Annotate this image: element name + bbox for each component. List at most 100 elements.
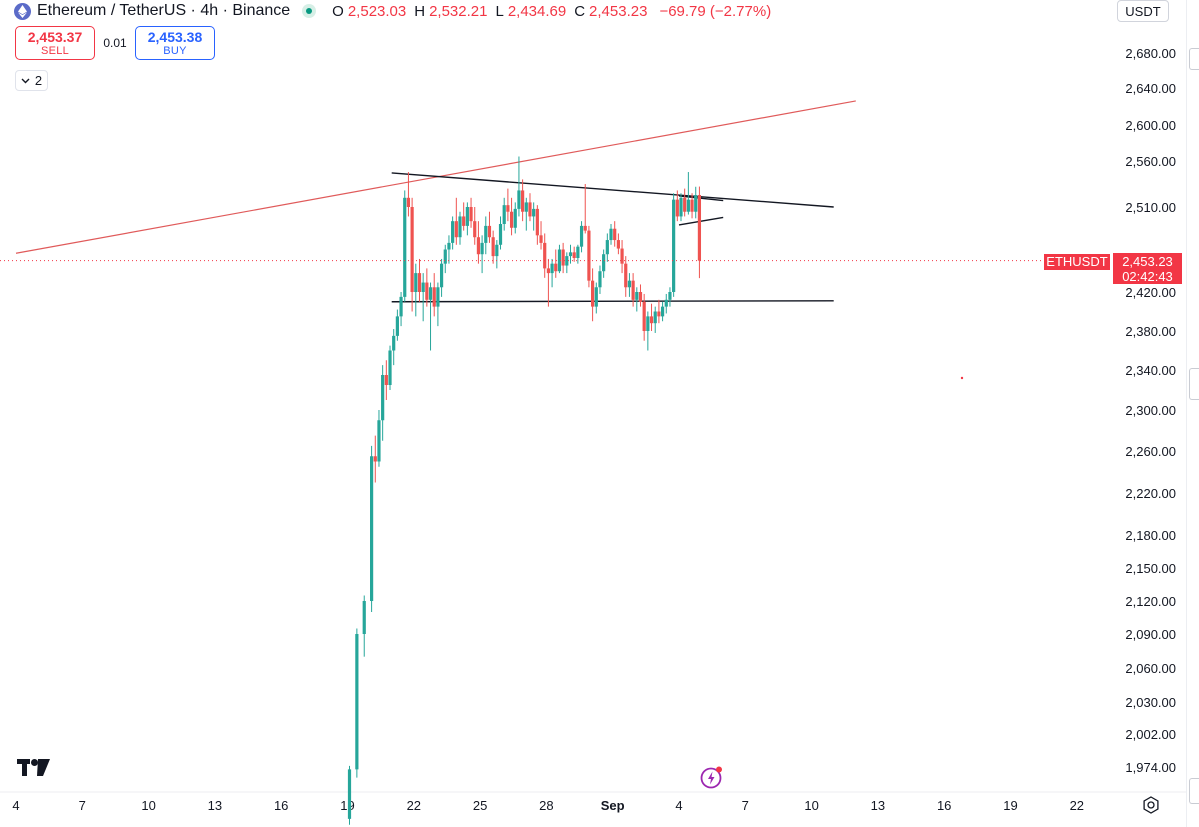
candle-body[interactable] [480,242,484,255]
candle-body[interactable] [598,271,602,288]
candle-body[interactable] [609,228,613,241]
candle-body[interactable] [414,273,418,292]
candle-body[interactable] [447,242,451,250]
rising-trendline-line[interactable] [15,100,856,254]
candle-body[interactable] [672,199,676,292]
candle-body[interactable] [513,208,517,228]
candle-body[interactable] [550,263,554,274]
candle-body[interactable] [502,205,506,224]
candle-body[interactable] [506,205,510,212]
flag-upper-line[interactable] [678,195,724,202]
candle-body[interactable] [462,216,466,226]
right-toolbar-button-top[interactable] [1189,48,1199,70]
candle-body[interactable] [572,252,576,258]
candle-body[interactable] [517,190,521,209]
price-axis[interactable]: 2,680.00 2,640.00 2,600.00 2,560.00 2,510.00… [1125,46,1176,775]
symbol-title[interactable]: Ethereum / TetherUS · 4h · Binance [37,2,291,19]
candle-body[interactable] [683,197,687,212]
candle-body[interactable] [591,280,595,307]
candle-body[interactable] [370,456,374,601]
candlestick-series[interactable] [347,156,702,825]
candle-body[interactable] [631,280,635,300]
candle-body[interactable] [347,769,352,819]
candle-body[interactable] [428,287,433,300]
candle-body[interactable] [554,263,558,272]
indicators-toggle[interactable]: 2 [15,70,48,91]
candle-body[interactable] [638,292,643,302]
candle-body[interactable] [579,225,584,247]
candle-body[interactable] [417,273,422,292]
candle-body[interactable] [587,230,591,281]
candle-body[interactable] [484,225,488,243]
candle-body[interactable] [616,240,620,249]
candle-body[interactable] [532,208,536,217]
candle-body[interactable] [642,301,646,331]
chart-drawings[interactable] [15,100,856,303]
candle-body[interactable] [690,199,694,212]
candle-body[interactable] [594,287,598,307]
candle-body[interactable] [528,202,532,217]
candle-body[interactable] [425,282,429,300]
lightning-icon[interactable] [700,765,724,794]
candle-body[interactable] [627,280,632,288]
candle-body[interactable] [355,634,359,770]
candle-body[interactable] [613,228,617,241]
candle-body[interactable] [498,224,503,245]
candle-body[interactable] [373,456,377,462]
candle-body[interactable] [410,207,414,292]
candle-body[interactable] [436,287,440,307]
candle-body[interactable] [686,199,690,212]
candle-body[interactable] [443,249,447,264]
candle-body[interactable] [535,208,539,236]
candle-body[interactable] [392,335,396,351]
candle-body[interactable] [458,216,462,238]
candle-body[interactable] [421,282,425,292]
candle-body[interactable] [668,292,672,300]
candle-body[interactable] [473,221,477,238]
market-status-icon[interactable] [302,4,317,18]
candle-body[interactable] [561,249,565,266]
candle-body[interactable] [583,225,587,231]
candle-body[interactable] [694,195,698,212]
candle-body[interactable] [646,316,650,331]
candle-body[interactable] [653,311,657,324]
time-axis[interactable]: 4 7 10 13 16 19 22 25 28 Sep 4 7 10 13 16 19 22 [0,791,1186,813]
candle-body[interactable] [679,197,683,217]
flag-lower-line[interactable] [678,216,724,226]
candle-body[interactable] [624,263,628,288]
candle-body[interactable] [465,207,469,226]
candle-body[interactable] [557,249,562,272]
candle-body[interactable] [399,296,403,317]
support-line[interactable] [391,300,834,303]
right-toolbar-button-middle[interactable] [1189,368,1199,400]
candle-body[interactable] [454,221,458,238]
candle-body[interactable] [649,316,654,324]
candle-body[interactable] [620,248,624,264]
buy-button[interactable]: 2,453.38 BUY [135,26,215,60]
candle-body[interactable] [377,420,381,462]
tradingview-logo-icon[interactable] [17,759,51,782]
sell-button[interactable]: 2,453.37 SELL [15,26,95,60]
candle-body[interactable] [660,306,665,317]
candle-body[interactable] [509,211,514,228]
candle-body[interactable] [487,225,492,238]
candle-body[interactable] [543,242,547,269]
candle-body[interactable] [451,221,455,243]
candle-body[interactable] [524,202,528,212]
candle-body[interactable] [403,197,407,297]
candle-body[interactable] [675,199,679,217]
candle-body[interactable] [546,268,550,274]
candle-body[interactable] [362,601,366,634]
candle-body[interactable] [605,240,609,255]
currency-selector[interactable]: USDT [1117,0,1169,22]
candle-body[interactable] [495,244,499,257]
candle-body[interactable] [395,316,399,336]
candle-body[interactable] [697,195,702,261]
candle-body[interactable] [568,252,573,257]
candle-body[interactable] [439,263,444,288]
candle-body[interactable] [381,375,385,421]
candle-body[interactable] [469,207,473,222]
candle-body[interactable] [388,350,392,386]
settings-gear-icon[interactable] [1141,795,1161,820]
